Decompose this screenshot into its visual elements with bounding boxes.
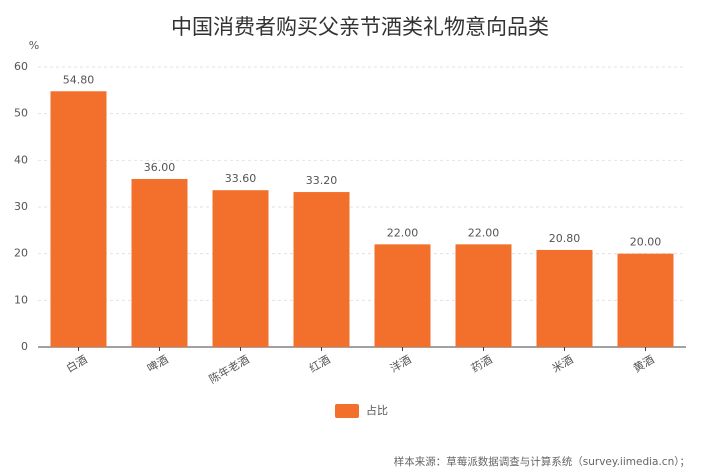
value-label: 22.00 — [468, 226, 500, 239]
bar — [617, 253, 674, 347]
x-tick-label: 红酒 — [307, 353, 333, 375]
bar — [455, 244, 512, 347]
value-label: 20.80 — [549, 232, 581, 245]
bar — [293, 192, 350, 347]
legend-swatch — [335, 404, 359, 418]
y-tick-label: 20 — [14, 247, 28, 260]
y-tick-label: 30 — [14, 200, 28, 213]
legend-label: 占比 — [366, 403, 388, 417]
x-tick-label: 白酒 — [63, 352, 89, 375]
y-tick-label: 40 — [14, 153, 28, 166]
bar — [212, 190, 269, 347]
bar — [50, 91, 107, 348]
chart-title: 中国消费者购买父亲节酒类礼物意向品类 — [171, 15, 549, 39]
y-axis-label: % — [29, 39, 39, 52]
x-tick-label: 洋酒 — [387, 352, 413, 375]
value-label: 20.00 — [630, 236, 662, 249]
y-tick-label: 10 — [14, 293, 28, 306]
x-tick-label: 米酒 — [550, 353, 576, 375]
value-label: 54.80 — [63, 73, 95, 86]
bar — [374, 244, 431, 347]
y-tick-label: 0 — [21, 340, 28, 353]
value-label: 33.20 — [306, 174, 338, 187]
value-label: 36.00 — [144, 161, 176, 174]
bar — [536, 249, 593, 347]
value-label: 22.00 — [387, 226, 419, 239]
x-tick-label: 啤酒 — [144, 352, 170, 375]
x-tick-label: 陈年老酒 — [206, 352, 251, 386]
y-tick-label: 50 — [14, 107, 28, 120]
x-tick-label: 药酒 — [469, 353, 495, 375]
value-label: 33.60 — [225, 172, 257, 185]
y-tick-label: 60 — [14, 60, 28, 73]
source-note: 样本来源：草莓派数据调查与计算系统（survey.iimedia.cn）； — [394, 455, 690, 468]
x-tick-label: 黄酒 — [630, 352, 656, 375]
bar — [131, 179, 188, 347]
